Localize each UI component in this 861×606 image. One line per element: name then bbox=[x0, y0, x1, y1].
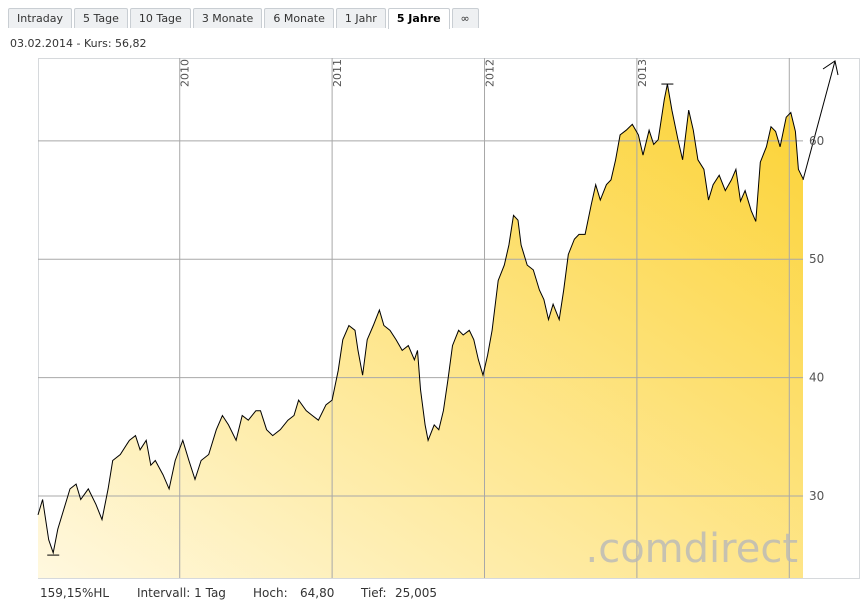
plot bbox=[37, 58, 804, 578]
trend-arrow bbox=[802, 60, 839, 181]
x-tick-label: 2012 bbox=[484, 59, 497, 87]
footer-high: 64,80 bbox=[300, 586, 334, 600]
footer-high-label: Hoch: bbox=[253, 586, 288, 600]
tab[interactable]: 3 Monate bbox=[192, 8, 263, 28]
header: 03.02.2014 - Kurs: 56,82 bbox=[10, 37, 147, 50]
footer-interval: Intervall: 1 Tag bbox=[137, 586, 226, 600]
tab[interactable]: 5 Jahre bbox=[387, 8, 450, 29]
y-tick-label: 30 bbox=[809, 489, 824, 503]
y-tick-label: 40 bbox=[809, 371, 824, 385]
tab[interactable]: Intraday bbox=[8, 8, 73, 28]
y-tick-label: 60 bbox=[809, 134, 824, 148]
tab[interactable]: 1 Jahr bbox=[335, 8, 386, 28]
watermark: .comdirect bbox=[586, 526, 799, 572]
area-fill bbox=[38, 84, 803, 578]
tab[interactable]: ∞ bbox=[451, 8, 479, 28]
x-tick-label: 2013 bbox=[636, 59, 649, 87]
footer-low: 25,005 bbox=[395, 586, 437, 600]
x-tick-label: 2010 bbox=[179, 59, 192, 87]
x-tick-label: 2011 bbox=[331, 59, 344, 87]
tab-bar: Intraday 5 Tage 10 Tage 3 Monate 6 Monate 1 J… bbox=[8, 8, 479, 29]
tab[interactable]: 10 Tage bbox=[129, 8, 191, 28]
footer-low-label: Tief: bbox=[360, 586, 387, 600]
price-line bbox=[37, 83, 804, 555]
tab[interactable]: 6 Monate bbox=[264, 8, 334, 28]
y-tick-label: 50 bbox=[809, 252, 824, 266]
footer-performance: 159,15%HL bbox=[40, 586, 109, 600]
tab[interactable]: 5 Tage bbox=[74, 8, 128, 28]
